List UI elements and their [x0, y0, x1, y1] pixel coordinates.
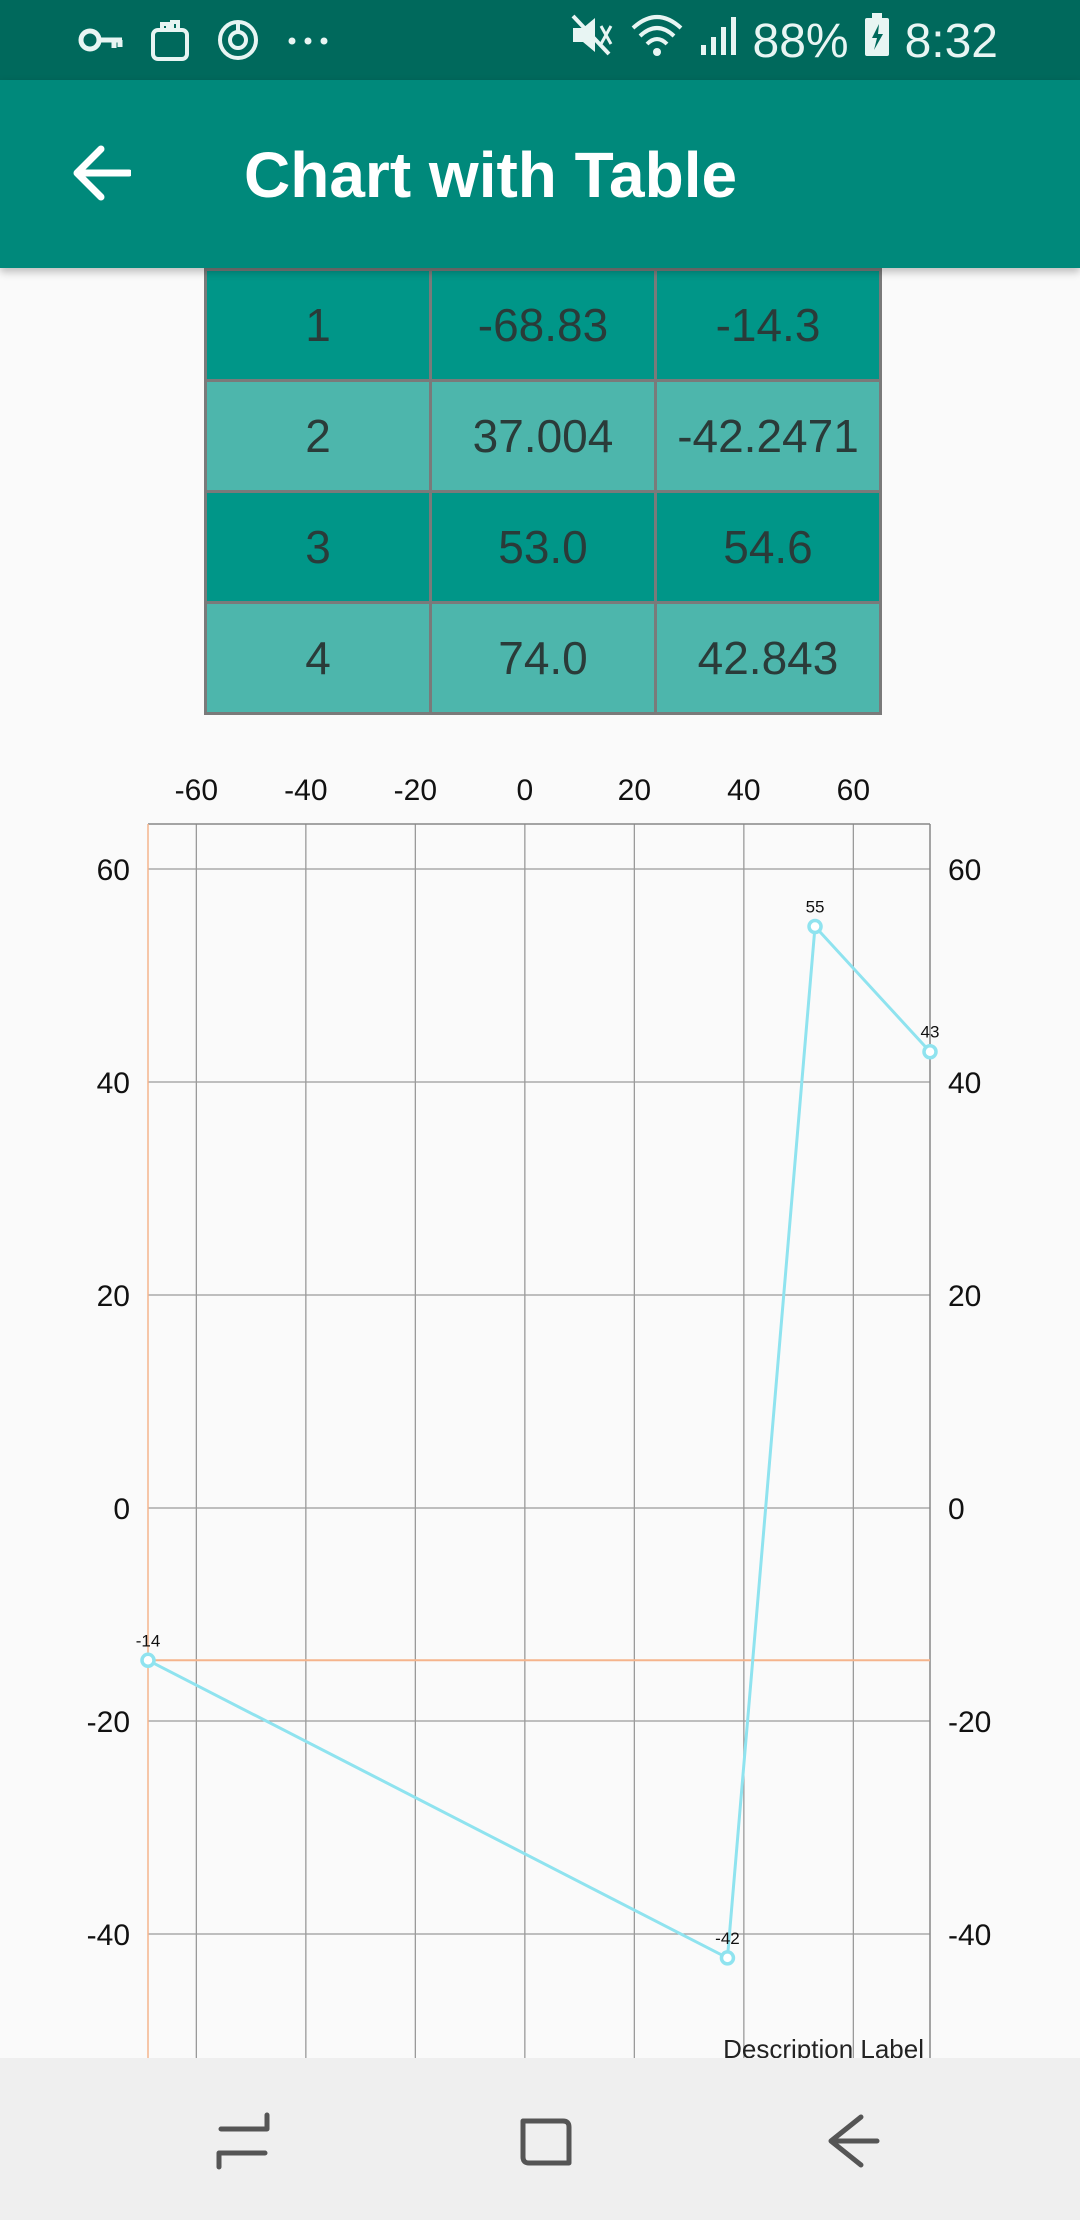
table-cell-x: 74.0 [429, 601, 657, 715]
recent-apps-icon [213, 2109, 273, 2178]
y-tick-label-left: 0 [113, 1493, 130, 1526]
table-cell-y: -42.2471 [654, 379, 882, 493]
table-cell-index: 2 [204, 379, 432, 493]
table-cell-x: 53.0 [429, 490, 657, 604]
data-table: 1 -68.83 -14.3 2 37.004 -42.2471 3 53.0 … [204, 268, 882, 715]
home-button[interactable] [500, 2098, 590, 2188]
home-icon [515, 2111, 575, 2176]
y-tick-label-right: 60 [948, 854, 981, 887]
table-row: 1 -68.83 -14.3 [204, 268, 882, 382]
status-icons-left [78, 18, 330, 67]
data-label: 55 [806, 898, 825, 917]
battery-icon [863, 12, 891, 70]
back-button[interactable] [58, 132, 144, 218]
y-tick-label-right: 0 [948, 1493, 965, 1526]
y-tick-label-right: -20 [948, 1706, 991, 1739]
x-tick-label: -40 [284, 774, 327, 807]
table-cell-index: 3 [204, 490, 432, 604]
x-tick-label: 20 [618, 774, 651, 807]
table-row: 4 74.0 42.843 [204, 601, 882, 715]
chart-labels: -14 -42 55 43 [136, 898, 940, 1948]
table-cell-x: 37.004 [429, 379, 657, 493]
y-tick-label-right: 20 [948, 1280, 981, 1313]
bag-icon [150, 18, 190, 67]
chart-description: Description Label [723, 2034, 924, 2058]
navigation-bar [0, 2058, 1080, 2220]
table-row: 3 53.0 54.6 [204, 490, 882, 604]
data-label: 43 [921, 1023, 940, 1042]
data-point [807, 918, 823, 935]
mute-icon [569, 12, 615, 70]
series-line [147, 922, 932, 1961]
y-tick-label-left: -20 [87, 1706, 130, 1739]
page-title: Chart with Table [244, 139, 738, 211]
table-cell-index: 4 [204, 601, 432, 715]
sync-icon [216, 18, 260, 67]
data-label: -42 [715, 1929, 740, 1948]
signal-icon [699, 13, 739, 69]
arrow-back-icon [71, 145, 133, 206]
back-icon [821, 2111, 881, 2176]
y-tick-label-left: 20 [97, 1280, 130, 1313]
y-tick-label-left: -40 [87, 1919, 130, 1952]
battery-percent: 88% [752, 14, 849, 68]
table-cell-index: 1 [204, 268, 432, 382]
recent-apps-button[interactable] [198, 2098, 288, 2188]
y-tick-label-left: 60 [97, 854, 130, 887]
table-row: 2 37.004 -42.2471 [204, 379, 882, 493]
x-tick-label: 0 [517, 774, 534, 807]
status-bar: 88% 8:32 [0, 0, 1080, 80]
x-tick-label: 60 [837, 774, 870, 807]
y-tick-label-right: 40 [948, 1067, 981, 1100]
key-icon [78, 20, 124, 65]
chart-grid [148, 824, 930, 2058]
data-point [140, 1652, 156, 1669]
x-tick-label: -20 [394, 774, 437, 807]
y-tick-label-right: -40 [948, 1919, 991, 1952]
nav-back-button[interactable] [806, 2098, 896, 2188]
x-tick-label: 40 [727, 774, 760, 807]
clock: 8:32 [904, 14, 998, 68]
status-icons-right: 88% 8:32 [569, 12, 998, 70]
chart-series [140, 918, 938, 1966]
table-cell-y: 42.843 [654, 601, 882, 715]
data-label: -14 [136, 1631, 161, 1650]
table-cell-y: -14.3 [654, 268, 882, 382]
data-point [922, 1043, 938, 1060]
y-tick-label-left: 40 [97, 1067, 130, 1100]
app-bar: Chart with Table [0, 80, 1080, 268]
table-cell-y: 54.6 [654, 490, 882, 604]
table-cell-x: -68.83 [429, 268, 657, 382]
x-tick-label: -60 [175, 774, 218, 807]
wifi-icon [629, 12, 685, 70]
data-point [719, 1950, 736, 1966]
more-dots-icon [286, 34, 330, 52]
